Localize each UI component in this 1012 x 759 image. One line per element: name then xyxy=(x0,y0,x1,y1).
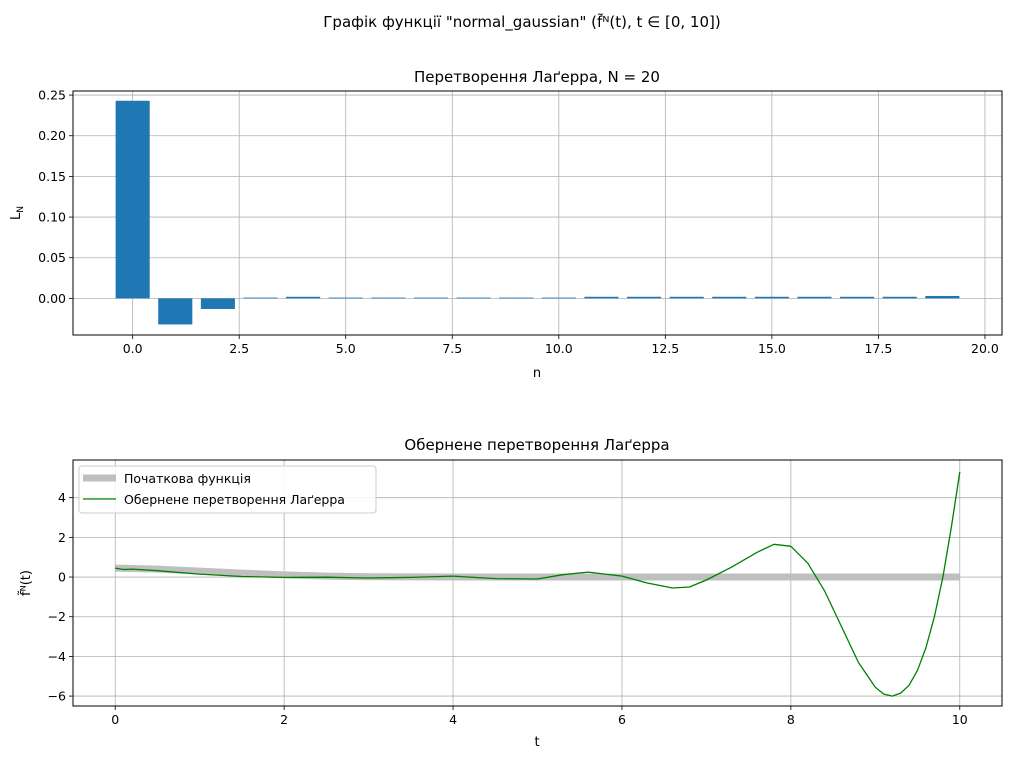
chart2-y-tick-label: −4 xyxy=(48,649,66,664)
chart1-bar xyxy=(712,296,747,299)
chart2-x-tick-label: 6 xyxy=(618,712,626,727)
chart1-y-tick-label: 0.20 xyxy=(38,128,66,143)
chart2-y-ticks: −6 −4 −2 0 2 4 xyxy=(48,490,73,704)
chart1-y-tick-label: 0.15 xyxy=(38,169,66,184)
chart2-x-tick-label: 4 xyxy=(449,712,457,727)
chart1-y-tick-label: 0.25 xyxy=(38,88,66,103)
chart1-plot-frame xyxy=(72,90,1003,336)
chart2-x-ticks: 0 2 4 6 8 10 xyxy=(111,706,968,727)
legend-label-inverse-transform: Обернене перетворення Лаґерра xyxy=(124,492,345,507)
chart1-x-axis-label: n xyxy=(533,366,541,381)
chart1-bar xyxy=(754,296,789,299)
chart2-y-axis-label: f̃ᴺ(t) xyxy=(19,570,34,596)
chart1-x-tick-label: 2.5 xyxy=(229,341,249,356)
chart2-y-tick-label: −2 xyxy=(48,609,66,624)
chart1-bar xyxy=(626,296,662,299)
chart1-y-tick-label: 0.10 xyxy=(38,210,66,225)
legend-box xyxy=(78,465,377,514)
chart2-plot-frame xyxy=(72,459,1003,707)
chart2-y-tick-label: −6 xyxy=(48,689,66,704)
chart2-lines xyxy=(115,471,961,697)
chart1-y-tick-label: 0.00 xyxy=(38,291,66,306)
chart1-x-tick-label: 0.0 xyxy=(123,341,143,356)
chart1-bar xyxy=(669,296,704,299)
chart1-bar xyxy=(413,297,449,299)
chart1-bar xyxy=(882,296,917,299)
series-line-inverse-transform xyxy=(115,471,961,697)
chart1-x-tick-label: 15.0 xyxy=(758,341,786,356)
chart2-y-tick-label: 4 xyxy=(58,490,66,505)
chart2-x-tick-label: 0 xyxy=(111,712,119,727)
chart1-title: Перетворення Лаґерра, N = 20 xyxy=(414,68,660,86)
chart1-bar xyxy=(584,296,619,299)
chart2-legend: Початкова функція Обернене перетворення … xyxy=(78,465,377,514)
chart1-bar xyxy=(925,295,960,299)
chart1-y-ticks: 0.00 0.05 0.10 0.15 0.20 0.25 xyxy=(38,88,73,306)
inverse-laguerre-chart: Обернене перетворення Лаґерра 0 2 4 6 8 10 −6… xyxy=(19,436,1003,750)
figure-title: Графік функції "normal_gaussian" (f̃ᴺ(t)… xyxy=(323,12,720,32)
chart1-bar xyxy=(328,297,363,299)
chart1-x-tick-label: 20.0 xyxy=(971,341,999,356)
chart1-x-tick-label: 10.0 xyxy=(545,341,573,356)
chart2-x-tick-label: 10 xyxy=(952,712,968,727)
chart1-bar xyxy=(200,298,235,309)
chart1-grid xyxy=(73,91,1002,335)
chart2-x-axis-label: t xyxy=(534,735,539,750)
legend-label-initial-function: Початкова функція xyxy=(124,471,251,486)
chart2-y-tick-label: 2 xyxy=(58,530,66,545)
chart1-bar xyxy=(286,296,321,299)
chart1-y-tick-label: 0.05 xyxy=(38,250,66,265)
chart1-bar xyxy=(499,297,534,299)
chart1-bars xyxy=(115,100,960,325)
chart2-x-tick-label: 8 xyxy=(787,712,795,727)
chart1-bar xyxy=(243,297,278,299)
chart2-title: Обернене перетворення Лаґерра xyxy=(404,436,669,454)
chart1-x-tick-label: 12.5 xyxy=(651,341,679,356)
chart1-bar xyxy=(456,297,491,299)
chart1-bar xyxy=(541,297,576,299)
chart1-bar xyxy=(158,298,193,325)
chart2-y-tick-label: 0 xyxy=(58,570,66,585)
laguerre-transform-chart: Перетворення Лаґерра, N = 20 0.0 2.5 5.0 7.… xyxy=(9,68,1003,381)
chart1-x-ticks: 0.0 2.5 5.0 7.5 10.0 12.5 15.0 17.5 20.0 xyxy=(123,335,999,356)
chart1-x-tick-label: 17.5 xyxy=(864,341,892,356)
chart1-x-tick-label: 7.5 xyxy=(442,341,462,356)
chart1-bar xyxy=(371,297,406,299)
chart1-bar xyxy=(840,296,875,299)
chart1-bar xyxy=(797,296,832,299)
chart2-x-tick-label: 2 xyxy=(280,712,288,727)
chart1-x-tick-label: 5.0 xyxy=(336,341,356,356)
chart1-bar xyxy=(115,100,150,299)
